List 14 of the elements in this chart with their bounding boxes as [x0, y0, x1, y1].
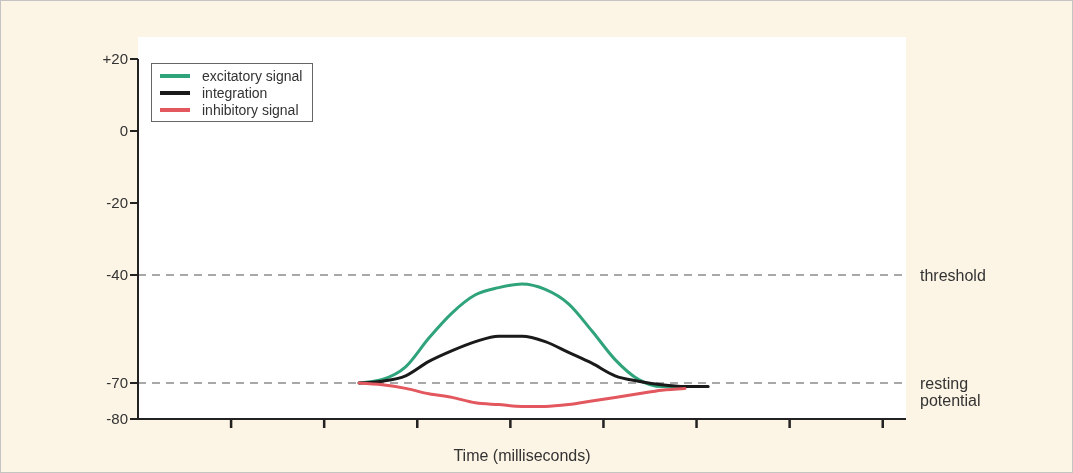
y-tick-label: +20 [102, 50, 128, 68]
x-axis-title: Time (milliseconds) [453, 447, 591, 464]
y-tick-label: -20 [106, 194, 128, 212]
legend-label: inhibitory signal [202, 101, 299, 118]
legend-label: excitatory signal [202, 67, 303, 84]
line-series [357, 334, 710, 389]
y-tick-label: -40 [106, 266, 128, 284]
y-tick-label: 0 [119, 122, 128, 140]
y-tick-label: -70 [106, 374, 128, 392]
ref-line-label: threshold [920, 266, 986, 284]
line-series [357, 381, 687, 408]
legend-label: integration [202, 84, 268, 101]
ref-line-label: resting potential [920, 374, 981, 410]
y-tick-label: -80 [106, 410, 128, 428]
